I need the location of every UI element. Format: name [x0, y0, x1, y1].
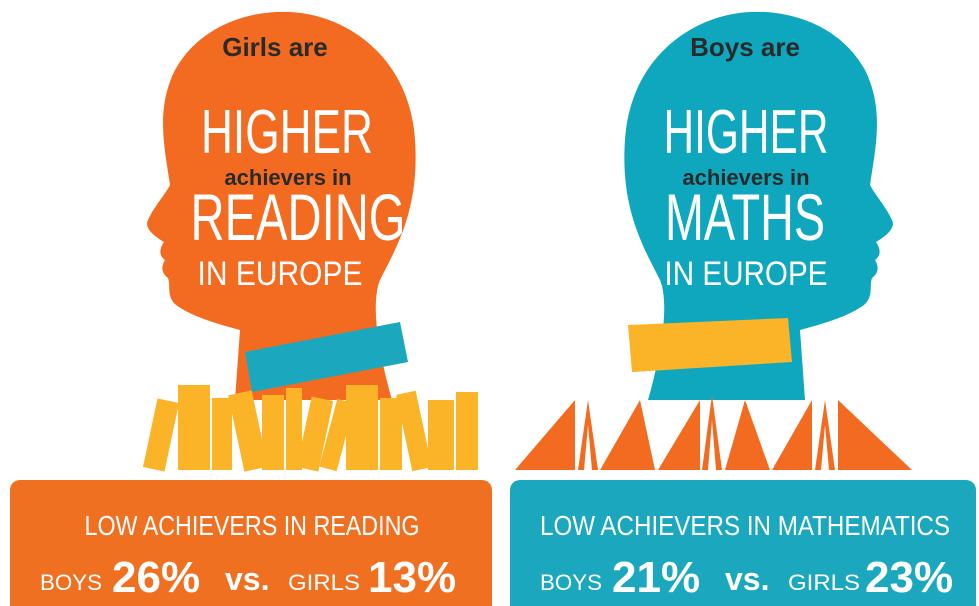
subject-left: READING — [191, 180, 406, 254]
boys-value-right: 21% — [612, 553, 700, 602]
collar-left — [245, 322, 408, 392]
region-left: IN EUROPE — [198, 255, 363, 293]
rulers-compasses — [515, 395, 912, 470]
girls-label-left: GIRLS — [288, 570, 360, 595]
box-title-right: LOW ACHIEVERS IN MATHEMATICS — [540, 510, 950, 541]
collar-right — [628, 318, 792, 372]
boys-label-right: BOYS — [540, 570, 602, 595]
box-title-left: LOW ACHIEVERS IN READING — [85, 510, 420, 541]
subject-right: MATHS — [665, 180, 825, 254]
girls-value-left: 13% — [368, 553, 456, 602]
boys-value-left: 26% — [112, 553, 200, 602]
boys-label-left: BOYS — [40, 570, 102, 595]
books — [142, 385, 478, 472]
achievers-right: achievers in — [682, 165, 809, 190]
intro-right: Boys are — [690, 32, 800, 62]
achievers-left: achievers in — [224, 165, 351, 190]
higher-right: HIGHER — [664, 98, 829, 167]
vs-left: vs. — [225, 561, 269, 597]
box-left — [10, 480, 492, 606]
region-right: IN EUROPE — [665, 255, 828, 293]
higher-left: HIGHER — [201, 98, 373, 167]
intro-left: Girls are — [222, 32, 328, 62]
vs-right: vs. — [725, 561, 769, 597]
girls-label-right: GIRLS — [788, 570, 860, 595]
girls-value-right: 23% — [865, 553, 953, 602]
box-right — [510, 480, 976, 606]
